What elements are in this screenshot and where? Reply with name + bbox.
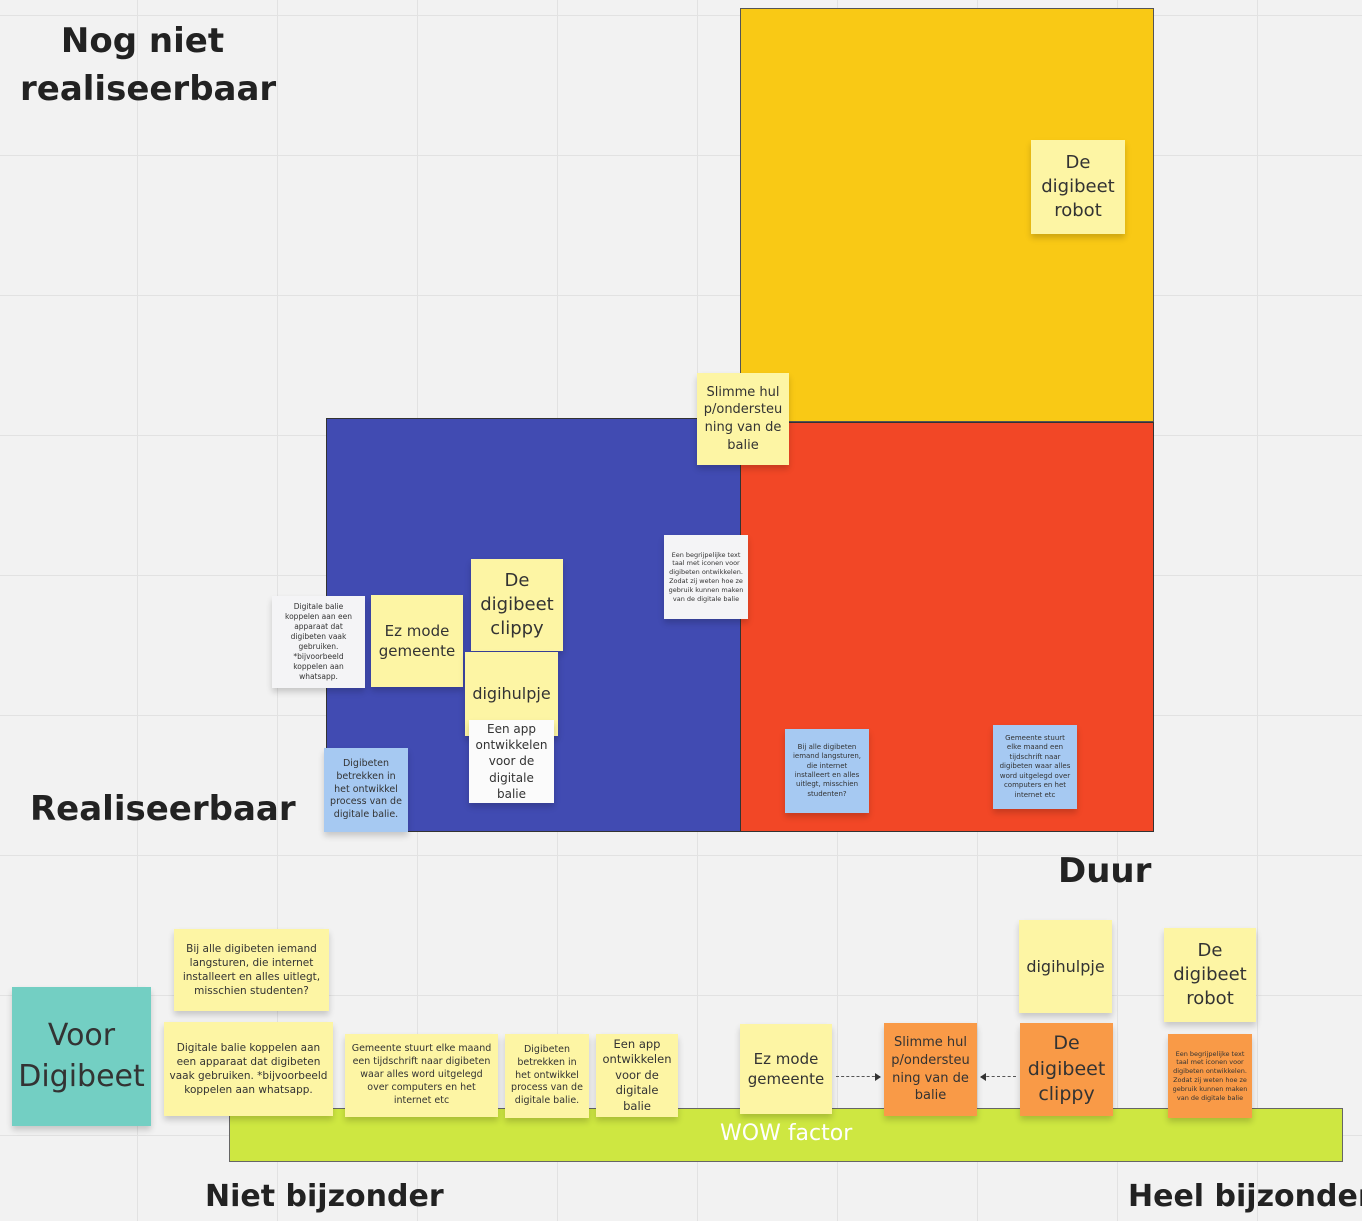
wow-sticky-digitale-balie-koppelen[interactable]: Digitale balie koppelen aan een apparaat… [164, 1022, 333, 1116]
sticky-voor-digibeet[interactable]: Voor Digibeet [12, 987, 151, 1126]
sticky-digibeet-clippy[interactable]: De digibeet clippy [471, 559, 563, 651]
sticky-tijdschrift[interactable]: Gemeente stuurt elke maand een tijdschri… [993, 725, 1077, 809]
wow-sticky-app-ontwikkelen[interactable]: Een app ontwikkelen voor de digitale bal… [596, 1034, 678, 1117]
wow-factor-bar: WOW factor [229, 1108, 1343, 1162]
sticky-ez-mode[interactable]: Ez mode gemeente [371, 595, 463, 687]
wow-sticky-ez-mode[interactable]: Ez mode gemeente [740, 1024, 832, 1114]
label-heel-bijzonder: Heel bijzonder [1128, 1179, 1362, 1214]
wow-sticky-digibeet-robot[interactable]: De digibeet robot [1164, 928, 1256, 1022]
wow-factor-label: WOW factor [720, 1121, 853, 1146]
wow-sticky-begrijpelijke-text[interactable]: Een begrijpelijke text taal met iconen v… [1168, 1034, 1252, 1118]
wow-sticky-iemand-langsturen[interactable]: Bij alle digibeten iemand langsturen, di… [174, 929, 329, 1011]
wow-sticky-digibeten-betrekken[interactable]: Digibeten betrekken in het ontwikkel pro… [505, 1034, 589, 1118]
wow-sticky-digihulpje[interactable]: digihulpje [1019, 920, 1112, 1013]
arrow-clippy-to-slimme [980, 1073, 1016, 1081]
sticky-slimme-hulp[interactable]: Slimme hulp/ondersteuning van de balie [697, 373, 789, 465]
wow-sticky-tijdschrift[interactable]: Gemeente stuurt elke maand een tijdschri… [345, 1034, 498, 1117]
sticky-begrijpelijke-text[interactable]: Een begrijpelijke text taal met iconen v… [664, 535, 748, 619]
wow-sticky-digibeet-clippy[interactable]: De digibeet clippy [1020, 1023, 1113, 1116]
label-realiseerbaar: Realiseerbaar [30, 789, 296, 829]
label-niet-bijzonder: Niet bijzonder [205, 1179, 444, 1214]
sticky-digibeet-robot[interactable]: De digibeet robot [1031, 140, 1125, 234]
sticky-app-ontwikkelen[interactable]: Een app ontwikkelen voor de digitale bal… [469, 720, 554, 803]
label-nog-niet-realiseerbaar: Nog niet realiseerbaar [20, 21, 277, 109]
sticky-digitale-balie-koppelen[interactable]: Digitale balie koppelen aan een apparaat… [272, 596, 365, 688]
wow-sticky-slimme-hulp[interactable]: Slimme hulp/ondersteuning van de balie [884, 1023, 977, 1116]
sticky-digibeten-betrekken[interactable]: Digibeten betrekken in het ontwikkel pro… [324, 748, 408, 832]
sticky-iemand-langsturen[interactable]: Bij alle digibeten iemand langsturen, di… [785, 729, 869, 813]
arrow-ez-to-slimme [836, 1073, 881, 1081]
label-duur: Duur [1058, 851, 1152, 891]
